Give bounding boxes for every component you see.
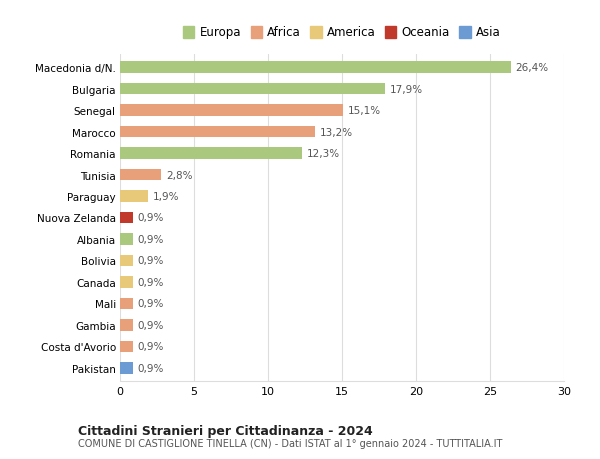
Legend: Europa, Africa, America, Oceania, Asia: Europa, Africa, America, Oceania, Asia: [181, 23, 503, 41]
Bar: [120, 255, 133, 267]
Text: 0,9%: 0,9%: [138, 320, 164, 330]
Bar: [120, 319, 133, 331]
Text: 17,9%: 17,9%: [389, 84, 422, 95]
Bar: [120, 212, 133, 224]
Bar: [120, 148, 302, 160]
Text: Cittadini Stranieri per Cittadinanza - 2024: Cittadini Stranieri per Cittadinanza - 2…: [78, 424, 373, 437]
Bar: [120, 62, 511, 74]
Text: 0,9%: 0,9%: [138, 341, 164, 352]
Bar: [120, 298, 133, 310]
Bar: [120, 84, 385, 95]
Bar: [120, 169, 161, 181]
Text: 2,8%: 2,8%: [166, 170, 193, 180]
Text: 0,9%: 0,9%: [138, 256, 164, 266]
Bar: [120, 126, 316, 138]
Text: 0,9%: 0,9%: [138, 277, 164, 287]
Text: 26,4%: 26,4%: [515, 63, 548, 73]
Text: 0,9%: 0,9%: [138, 363, 164, 373]
Text: 12,3%: 12,3%: [307, 149, 340, 159]
Text: 0,9%: 0,9%: [138, 213, 164, 223]
Text: 0,9%: 0,9%: [138, 235, 164, 245]
Bar: [120, 234, 133, 246]
Bar: [120, 276, 133, 288]
Bar: [120, 362, 133, 374]
Text: 15,1%: 15,1%: [348, 106, 381, 116]
Text: 13,2%: 13,2%: [320, 127, 353, 137]
Text: 1,9%: 1,9%: [152, 191, 179, 202]
Text: COMUNE DI CASTIGLIONE TINELLA (CN) - Dati ISTAT al 1° gennaio 2024 - TUTTITALIA.: COMUNE DI CASTIGLIONE TINELLA (CN) - Dat…: [78, 438, 502, 448]
Bar: [120, 341, 133, 353]
Text: 0,9%: 0,9%: [138, 299, 164, 309]
Bar: [120, 105, 343, 117]
Bar: [120, 190, 148, 202]
